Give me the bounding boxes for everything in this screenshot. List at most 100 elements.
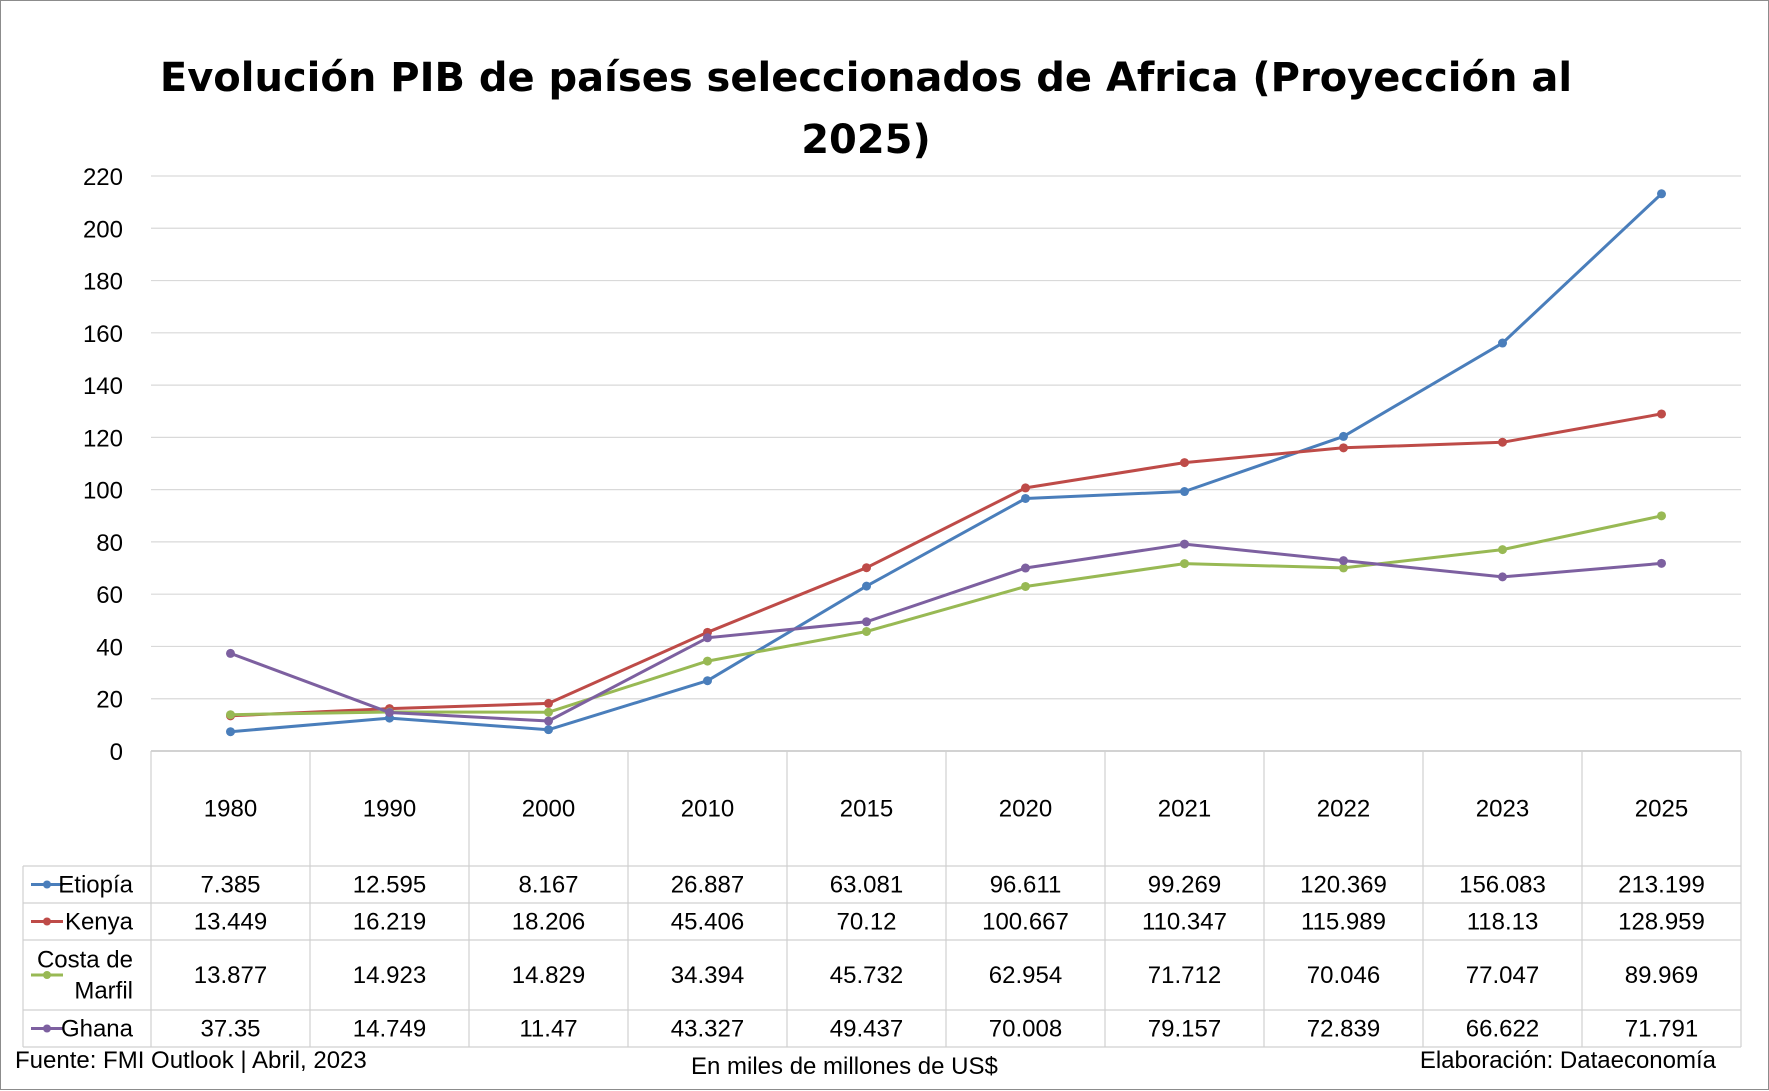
- data-point: [703, 676, 712, 686]
- data-label: 13.877: [194, 962, 267, 989]
- data-label: 18.206: [512, 909, 585, 936]
- data-label: 45.406: [671, 909, 744, 936]
- data-point: [703, 633, 712, 643]
- data-label: 45.732: [830, 962, 903, 989]
- data-label: 26.887: [671, 872, 744, 899]
- data-point: [1021, 581, 1030, 591]
- data-point: [1339, 556, 1348, 566]
- series-line: [230, 192, 1663, 734]
- data-label: 11.47: [519, 1016, 577, 1043]
- data-point: [1657, 558, 1666, 568]
- chart-title-line: Evolución PIB de países seleccionados de…: [160, 55, 1572, 101]
- data-label: 156.083: [1459, 872, 1546, 899]
- data-point: [862, 626, 871, 636]
- y-axis-ticks: 0 20 40 60 80 100 120 140 160 180 200 220: [83, 164, 123, 766]
- data-label: 128.959: [1618, 909, 1705, 936]
- x-tick-label: 2000: [522, 796, 575, 823]
- x-tick-label: 2025: [1635, 796, 1688, 823]
- data-label: 34.394: [671, 962, 744, 989]
- data-label: 99.269: [1148, 872, 1221, 899]
- data-point: [1657, 189, 1666, 199]
- data-label: 96.611: [990, 872, 1062, 899]
- data-point: [862, 581, 871, 591]
- data-label: 71.712: [1148, 962, 1221, 989]
- data-label: 120.369: [1300, 872, 1387, 899]
- data-point: [544, 725, 553, 735]
- x-tick-label: 2015: [840, 796, 893, 823]
- legend-entry: Etiopía: [58, 872, 133, 899]
- data-point: [1498, 572, 1507, 582]
- data-point: [1657, 511, 1666, 521]
- data-point: [1339, 563, 1348, 573]
- x-tick-label: 2020: [999, 796, 1052, 823]
- x-tick-label: 2010: [681, 796, 734, 823]
- series-line: [230, 412, 1662, 718]
- data-table: 1980 1990 2000 2010 2015 2020 2021 2022 2023 2025…: [22, 751, 1742, 1048]
- data-label: 115.989: [1301, 909, 1386, 936]
- data-label: 63.081: [830, 872, 903, 899]
- y-tick-label: 160: [83, 321, 123, 348]
- legend-key-marker: [43, 1024, 51, 1033]
- data-point: [1657, 409, 1666, 419]
- y-tick-label: 180: [83, 269, 123, 296]
- series-line: [230, 514, 1662, 717]
- legend-key-marker: [43, 971, 51, 979]
- series-lines: [226, 189, 1666, 737]
- data-label: 8.167: [518, 872, 578, 899]
- y-tick-label: 120: [83, 425, 123, 452]
- y-tick-label: 200: [83, 216, 123, 243]
- data-point: [226, 710, 235, 720]
- data-label: 79.157: [1148, 1016, 1221, 1043]
- data-point: [1021, 563, 1030, 573]
- data-point: [1339, 431, 1348, 441]
- x-tick-label: 1980: [204, 796, 257, 823]
- data-label: 71.791: [1625, 1016, 1698, 1043]
- data-point: [226, 648, 235, 658]
- legend-key-marker: [43, 880, 51, 889]
- data-label: 43.327: [671, 1016, 744, 1043]
- chart-title: Evolución PIB de países seleccionados de…: [160, 55, 1572, 163]
- data-label: 12.595: [353, 872, 426, 899]
- source-note: Fuente: FMI Outlook | Abril, 2023: [15, 1047, 367, 1074]
- data-label: 37.35: [200, 1016, 260, 1043]
- data-label: 72.839: [1307, 1016, 1380, 1043]
- data-point: [703, 656, 712, 666]
- legend-key-marker: [43, 917, 51, 926]
- legend-entry: Kenya: [65, 909, 134, 936]
- data-point: [1498, 545, 1507, 555]
- data-point: [385, 707, 394, 717]
- data-point: [1339, 443, 1348, 453]
- data-label: 110.347: [1142, 909, 1227, 936]
- data-point: [1021, 483, 1030, 493]
- data-label: 49.437: [830, 1016, 903, 1043]
- y-tick-label: 80: [96, 530, 123, 557]
- data-label: 118.13: [1467, 909, 1539, 936]
- data-label: 14.923: [353, 962, 426, 989]
- data-point: [862, 617, 871, 627]
- y-tick-label: 40: [96, 634, 123, 661]
- data-point: [544, 716, 553, 726]
- data-label: 16.219: [353, 909, 426, 936]
- data-label: 70.046: [1307, 962, 1380, 989]
- series-line: [229, 542, 1662, 723]
- x-tick-label: 2023: [1476, 796, 1529, 823]
- y-tick-label: 220: [83, 164, 123, 191]
- data-point: [1180, 458, 1189, 468]
- y-tick-label: 140: [83, 373, 123, 400]
- data-label: 62.954: [989, 962, 1062, 989]
- data-label: 213.199: [1618, 872, 1705, 899]
- data-label: 14.829: [512, 962, 585, 989]
- units-note: En miles de millones de US$: [691, 1053, 998, 1080]
- data-label: 14.749: [353, 1016, 426, 1043]
- data-label: 13.449: [194, 909, 267, 936]
- data-point: [1180, 539, 1189, 549]
- y-tick-label: 60: [96, 582, 123, 609]
- grid-lines: [151, 175, 1741, 752]
- legend-entry: Costa de: [37, 947, 133, 974]
- data-point: [1180, 487, 1189, 497]
- chart-title-line: 2025): [801, 117, 931, 163]
- data-point: [1021, 493, 1030, 503]
- legend-entry: Ghana: [61, 1016, 134, 1043]
- credit-note: Elaboración: Dataeconomía: [1419, 1047, 1716, 1074]
